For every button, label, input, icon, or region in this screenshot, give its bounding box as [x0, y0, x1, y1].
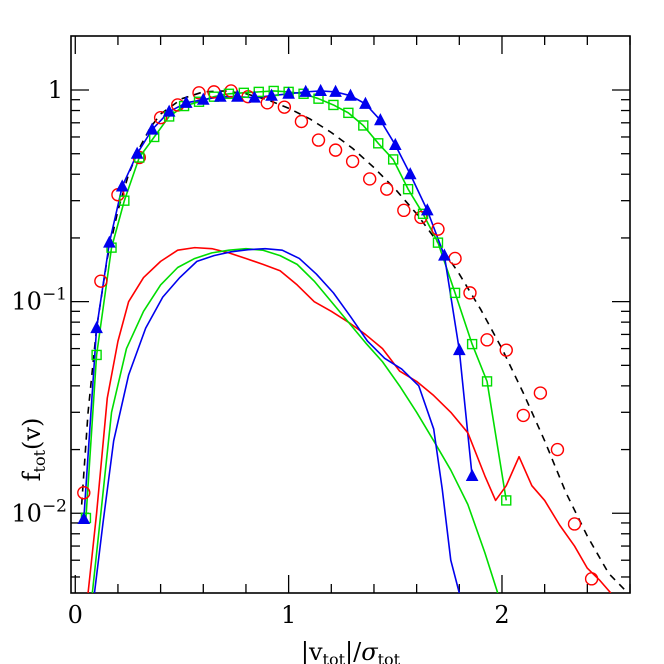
x-axis-label: |vtot|/σtot: [301, 638, 401, 664]
data-point: [463, 286, 477, 300]
data-point: [77, 511, 91, 524]
series-markers-1: [77, 84, 599, 586]
data-point: [223, 88, 235, 99]
data-point: [374, 113, 387, 126]
data-point: [533, 386, 548, 400]
data-point: [192, 86, 206, 100]
data-point: [373, 138, 384, 149]
series-line-5: [91, 247, 499, 593]
y-axis-label: ftot(v): [18, 418, 49, 482]
data-point: [466, 338, 478, 350]
data-point: [344, 88, 357, 101]
series-line-0: [80, 90, 627, 592]
data-point: [196, 92, 210, 105]
data-point: [501, 495, 512, 506]
y-tick-label: 1: [48, 76, 63, 104]
axis-ticks: [71, 36, 631, 593]
data-point: [380, 182, 394, 196]
data-point: [363, 172, 377, 186]
data-point: [359, 96, 372, 109]
data-point: [567, 517, 582, 531]
data-point: [130, 146, 144, 159]
data-point: [238, 87, 250, 99]
plot-frame: [70, 35, 631, 594]
x-tick-label: 2: [494, 601, 509, 629]
data-point: [402, 183, 414, 195]
data-point: [90, 321, 103, 334]
y-tick-label: 10−1: [11, 285, 67, 316]
data-point: [77, 486, 91, 500]
data-point: [387, 154, 399, 165]
plot-border: [70, 35, 631, 594]
data-point: [282, 86, 295, 99]
data-point: [480, 333, 494, 347]
data-point: [179, 95, 193, 108]
data-point: [265, 88, 278, 101]
series-markers-3: [77, 83, 479, 524]
series-line-2: [85, 90, 508, 519]
data-point: [358, 120, 369, 131]
data-point: [311, 133, 326, 147]
data-point: [214, 89, 227, 102]
data-point: [119, 195, 130, 206]
data-point: [499, 343, 513, 357]
plot-series: [77, 83, 627, 593]
series-markers-2: [80, 85, 512, 524]
series-clip-group: [80, 90, 627, 593]
data-point: [314, 83, 327, 96]
data-point: [403, 167, 417, 180]
data-point: [431, 222, 445, 236]
data-point: [343, 107, 354, 119]
data-point: [153, 110, 168, 125]
data-point: [584, 572, 599, 586]
x-tick-label: 0: [68, 601, 83, 629]
tick-labels: 0 1 2 1 10−1 10−2: [11, 76, 509, 629]
x-tick-label: 1: [281, 601, 296, 629]
series-line-4: [87, 246, 612, 593]
data-point: [345, 154, 360, 169]
data-point: [448, 251, 462, 266]
data-point: [328, 143, 343, 157]
data-point: [432, 237, 444, 248]
data-point: [91, 349, 102, 361]
data-point: [550, 442, 565, 457]
data-point: [465, 468, 479, 482]
data-point: [299, 84, 313, 97]
data-point: [294, 114, 309, 129]
data-point: [277, 100, 292, 114]
y-tick-label: 10−2: [11, 496, 67, 527]
series-line-6: [93, 247, 461, 593]
series-line-3: [83, 90, 473, 520]
data-point: [438, 248, 451, 261]
data-point: [329, 84, 342, 97]
data-point: [248, 90, 261, 103]
data-point: [481, 376, 493, 387]
data-point: [231, 89, 244, 102]
data-point: [103, 235, 116, 248]
data-point: [388, 137, 402, 150]
data-point: [115, 179, 129, 192]
data-point: [162, 104, 176, 117]
data-point: [397, 203, 411, 218]
data-point: [420, 203, 434, 216]
data-point: [145, 122, 159, 135]
data-point: [449, 287, 461, 299]
data-point: [94, 274, 108, 288]
data-point: [516, 408, 531, 423]
data-point: [328, 99, 339, 111]
data-point: [452, 343, 466, 356]
